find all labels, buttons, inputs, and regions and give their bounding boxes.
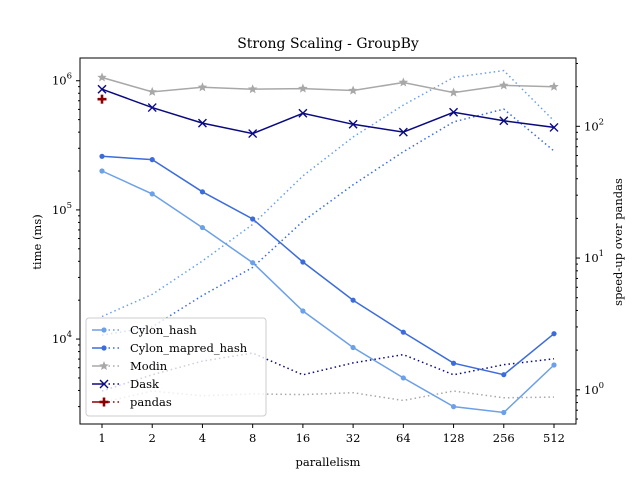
legend-marker <box>101 327 107 333</box>
y-tick-label: 104 <box>52 330 72 346</box>
time-point-modin <box>348 85 358 95</box>
legend-box <box>85 317 267 417</box>
time-point-dask <box>97 84 107 94</box>
legend-entry: Cylon_hash <box>92 323 197 337</box>
time-point-modin <box>549 81 559 91</box>
x-tick-label: 2 <box>149 431 156 445</box>
time-point-cylon_mapred_hash <box>501 372 507 378</box>
x-tick-label: 256 <box>493 431 515 445</box>
x-tick-label: 512 <box>543 431 565 445</box>
time-point-cylon_hash <box>350 344 356 351</box>
time-point-cylon_mapred_hash <box>99 153 105 159</box>
x-tick-label: 32 <box>346 431 361 445</box>
time-point-modin <box>247 84 258 94</box>
time-point-modin <box>499 80 509 90</box>
time-point-dask <box>549 122 559 132</box>
legend-entry: pandas <box>92 395 172 409</box>
x-tick-label: 64 <box>396 431 411 445</box>
y2-axis-label: speed-up over pandas <box>611 178 625 306</box>
time-point-dask <box>499 116 509 126</box>
time-point-modin <box>197 82 208 92</box>
time-point-dask <box>449 107 459 117</box>
time-point-cylon_hash <box>250 260 256 266</box>
legend-label: Modin <box>130 359 168 373</box>
legend-entry: Dask <box>92 377 160 391</box>
time-line-cylon_mapred_hash <box>101 155 555 376</box>
time-point-dask <box>348 119 358 129</box>
time-point-pandas <box>97 94 107 104</box>
time-point-cylon_mapred_hash <box>199 189 206 195</box>
speedup-line-cylon_mapred_hash <box>101 108 555 336</box>
time-point-cylon_hash <box>450 404 457 410</box>
y-axis-left: 104 105 106 <box>52 72 80 408</box>
y-axis-label: time (ms) <box>30 214 44 269</box>
y2-tick-label: 100 <box>584 381 604 397</box>
time-point-dask <box>248 129 258 139</box>
legend-label: pandas <box>130 395 172 409</box>
time-point-cylon_hash <box>400 375 406 381</box>
legend-label: Dask <box>130 377 160 391</box>
time-point-dask <box>298 108 308 118</box>
x-tick-label: 1 <box>98 431 105 445</box>
time-point-cylon_mapred_hash <box>551 331 557 337</box>
time-point-modin <box>147 86 157 96</box>
time-line-modin <box>101 76 555 94</box>
chart-title: Strong Scaling - GroupBy <box>237 36 419 52</box>
time-point-cylon_hash <box>551 362 557 368</box>
plot-frame <box>79 57 577 425</box>
legend-marker <box>99 379 109 389</box>
time-point-dask <box>197 118 207 128</box>
time-point-modin <box>398 77 409 87</box>
plot-area: 1 2 4 8 16 32 64 128 256 512 104 105 106 100 101 102 Cyl… <box>52 57 604 445</box>
x-tick-label: 16 <box>296 431 311 445</box>
time-point-modin <box>97 72 107 82</box>
time-point-cylon_mapred_hash <box>400 329 406 335</box>
legend-marker <box>101 345 107 351</box>
x-tick-label: 128 <box>443 431 465 445</box>
y-axis-right: 100 101 102 <box>576 62 604 420</box>
legend-marker <box>99 397 109 407</box>
y2-tick-label: 102 <box>584 117 604 133</box>
legend-label: Cylon_mapred_hash <box>130 341 248 355</box>
time-point-cylon_hash <box>300 308 306 314</box>
time-point-cylon_mapred_hash <box>149 157 155 163</box>
legend-marker <box>99 361 109 371</box>
legend: Cylon_hash Cylon_mapred_hash Modin Dask pand… <box>85 317 267 417</box>
time-point-cylon_mapred_hash <box>300 259 306 265</box>
y2-tick-label: 101 <box>584 249 604 265</box>
y-tick-label: 106 <box>52 72 72 88</box>
time-point-cylon_hash <box>501 409 507 416</box>
speedup-line-cylon_hash <box>101 69 555 318</box>
x-axis: 1 2 4 8 16 32 64 128 256 512 <box>98 424 565 445</box>
speedup-line-dask <box>101 352 555 392</box>
time-point-cylon_hash <box>149 191 155 197</box>
time-point-cylon_mapred_hash <box>450 360 457 366</box>
x-tick-label: 4 <box>199 431 206 445</box>
y-tick-label: 105 <box>52 201 72 217</box>
legend-entry: Modin <box>92 359 168 373</box>
time-point-modin <box>298 83 308 93</box>
time-line-dask <box>101 88 555 135</box>
time-point-dask <box>398 127 408 137</box>
legend-label: Cylon_hash <box>130 323 197 337</box>
x-axis-label: parallelism <box>296 455 361 469</box>
time-point-cylon_hash <box>199 224 206 231</box>
time-point-cylon_hash <box>99 168 105 174</box>
x-tick-label: 8 <box>249 431 256 445</box>
legend-entry: Cylon_mapred_hash <box>92 341 248 355</box>
time-point-modin <box>448 87 459 97</box>
time-point-dask <box>147 103 157 113</box>
time-point-cylon_mapred_hash <box>350 297 356 303</box>
time-line-cylon_hash <box>101 170 555 414</box>
time-point-cylon_mapred_hash <box>250 216 256 222</box>
